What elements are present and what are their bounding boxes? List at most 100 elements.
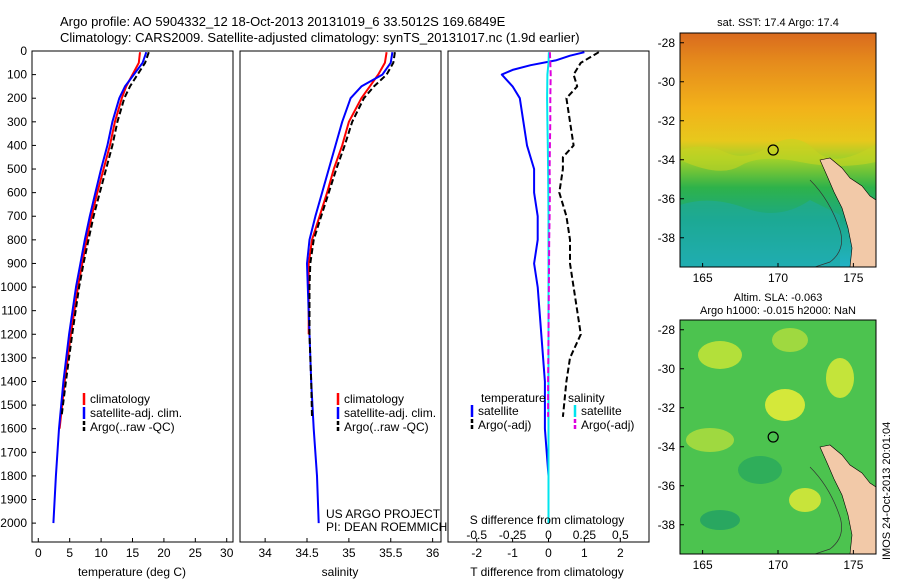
depth-tick-label: 1100 <box>1 304 27 318</box>
map-y-tick-label: -32 <box>658 114 676 128</box>
x-tick-label: 34 <box>258 546 272 560</box>
map-y-tick-label: -36 <box>658 192 676 206</box>
depth-tick-label: 200 <box>7 91 27 105</box>
sla-blob <box>698 341 742 369</box>
sla-blob <box>738 456 782 484</box>
salinity-difference-ticks: -0.5 -0.25 0 0.25 0.5 <box>466 528 629 542</box>
depth-tick-label: 1400 <box>0 374 27 388</box>
map-x-tick-label: 170 <box>768 558 788 572</box>
depth-tick-label: 2000 <box>0 516 27 530</box>
x-tick-label: 25 <box>189 546 203 560</box>
sst-map-axes: 165 170 175 -28 -30 -32 -34 -36 -38 <box>658 36 864 285</box>
sla-blob <box>789 488 821 512</box>
x-tick-label: 20 <box>157 546 171 560</box>
salinity-difference-tick-label: -0.25 <box>499 528 527 542</box>
series-line-satellite-adj-clim <box>52 51 148 524</box>
sst-map-title: sat. SST: 17.4 Argo: 17.4 <box>717 17 839 29</box>
salinity-difference-tick-label: -0.5 <box>466 528 487 542</box>
salinity-x-label: salinity <box>322 565 359 579</box>
temperature-x-ticks: 0 5 10 15 20 25 30 <box>35 538 234 560</box>
salinity-lines <box>306 52 396 524</box>
salinity-frame <box>239 50 442 543</box>
map-y-tick-label: -32 <box>658 401 676 415</box>
map-x-tick-label: 175 <box>843 558 863 572</box>
map-y-tick-label: -38 <box>658 231 676 245</box>
map-y-tick-label: -28 <box>658 36 676 50</box>
legend-label-climatology: climatology <box>344 392 404 406</box>
depth-tick-label: 1000 <box>0 280 27 294</box>
depth-tick-label: 700 <box>7 209 27 223</box>
legend-label-argo: Argo(..raw -QC) <box>344 420 429 434</box>
sst-land <box>819 157 876 267</box>
series-line-climatology <box>307 52 388 335</box>
depth-tick-label: 600 <box>7 186 27 200</box>
map-x-tick-label: 165 <box>693 271 713 285</box>
legend-label-satellite: satellite-adj. clim. <box>344 406 436 420</box>
depth-tick-label: 0 <box>20 44 27 58</box>
map-y-tick-label: -38 <box>658 518 676 532</box>
sla-map-axes: 165 170 175 -28 -30 -32 -34 -36 -38 <box>658 323 864 572</box>
salinity-difference-tick-label: 0.25 <box>573 528 597 542</box>
x-tick-label: 36 <box>426 546 440 560</box>
series-line-s-argo-adj <box>547 52 552 417</box>
sla-map-title-1: Altim. SLA: -0.063 <box>734 292 823 304</box>
legend-title-salinity: salinity <box>568 391 605 405</box>
map-y-tick-label: -30 <box>658 362 676 376</box>
sst-bathymetry <box>809 179 842 267</box>
sst-cool-water <box>680 200 840 267</box>
sla-bathymetry <box>809 466 842 554</box>
difference-panel: -2 -1 0 1 2 -0.5 -0.25 0 0.25 0.5 S difference f… <box>447 50 650 579</box>
depth-axis-ticks: 0 100 200 300 400 500 600 700 800 900 1000 1100 1200… <box>0 44 36 530</box>
depth-tick-label: 1800 <box>0 469 27 483</box>
sla-land <box>819 444 876 554</box>
credit-pi: PI: DEAN ROEMMICH <box>326 520 447 534</box>
temperature-difference-label: T difference from climatology <box>470 565 624 579</box>
depth-tick-label: 1300 <box>0 351 27 365</box>
sla-blob <box>765 389 805 421</box>
legend-label-argo: Argo(..raw -QC) <box>90 420 175 434</box>
sla-map-panel: Altim. SLA: -0.063 Argo h1000: -0.015 h2… <box>658 292 877 572</box>
series-line-t-satellite <box>500 51 585 524</box>
difference-legend: temperature salinity satellite Argo(-adj… <box>470 391 634 432</box>
depth-tick-label: 100 <box>7 68 27 82</box>
temperature-lines <box>52 51 150 524</box>
header-line-1: Argo profile: AO 5904332_12 18-Oct-2013 … <box>60 14 506 29</box>
x-tick-label: -1 <box>507 546 518 560</box>
depth-tick-label: 300 <box>7 115 27 129</box>
map-y-tick-label: -34 <box>658 153 676 167</box>
map-y-tick-label: -30 <box>658 75 676 89</box>
legend-label-t-argo: Argo(-adj) <box>478 418 531 432</box>
temperature-legend: climatology satellite-adj. clim. Argo(..… <box>82 392 182 434</box>
depth-tick-label: 1900 <box>0 493 27 507</box>
legend-label-satellite: satellite-adj. clim. <box>90 406 182 420</box>
x-tick-label: 0 <box>35 546 42 560</box>
depth-tick-label: 1500 <box>0 398 27 412</box>
x-tick-label: 30 <box>220 546 234 560</box>
sst-argo-location-marker <box>767 144 779 156</box>
salinity-difference-label: S difference from climatology <box>470 513 625 527</box>
x-tick-label: 5 <box>66 546 73 560</box>
x-tick-label: 1 <box>581 546 588 560</box>
legend-label-s-argo: Argo(-adj) <box>581 418 634 432</box>
depth-tick-label: 1700 <box>0 445 27 459</box>
x-tick-label: 35.5 <box>379 546 403 560</box>
depth-tick-label: 1600 <box>0 422 27 436</box>
series-line-argo-raw-qc <box>308 52 396 417</box>
map-y-tick-label: -36 <box>658 479 676 493</box>
salinity-difference-tick-label: 0 <box>545 528 552 542</box>
legend-label-climatology: climatology <box>90 392 150 406</box>
series-line-t-argo-adj <box>558 51 600 417</box>
salinity-difference-tick-label: 0.5 <box>612 528 629 542</box>
series-line-s-satellite <box>546 52 550 524</box>
difference-x-ticks: -2 -1 0 1 2 <box>471 538 624 560</box>
temperature-frame <box>31 50 234 543</box>
map-x-tick-label: 170 <box>768 271 788 285</box>
x-tick-label: 34.5 <box>295 546 319 560</box>
temperature-panel: 0100200300400500600700800900100011001200… <box>0 44 233 579</box>
x-tick-label: 15 <box>126 546 140 560</box>
series-line-satellite-adj-clim <box>306 52 394 524</box>
depth-tick-label: 900 <box>7 256 27 270</box>
legend-title-temperature: temperature <box>481 391 546 405</box>
x-tick-label: 35 <box>342 546 356 560</box>
